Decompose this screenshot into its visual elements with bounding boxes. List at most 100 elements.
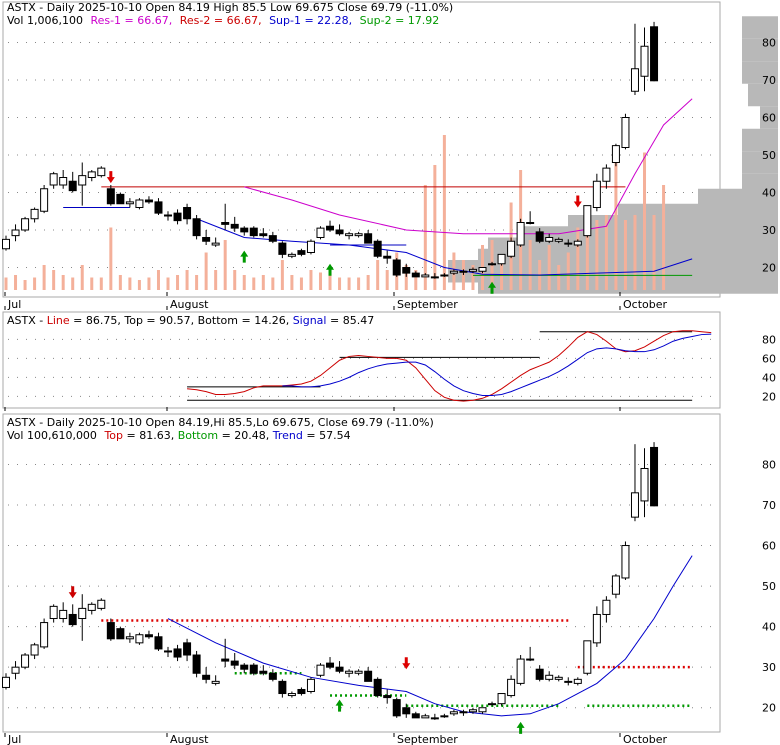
candle-body: [640, 45, 649, 77]
candle-body: [40, 622, 49, 648]
candle-body: [68, 180, 77, 192]
candle-body: [87, 603, 96, 611]
sell-arrow: [402, 657, 411, 670]
panel2-prefix: ASTX -: [7, 314, 47, 327]
candle-body: [478, 707, 487, 713]
candle-body: [650, 446, 659, 507]
candle-body: [211, 242, 220, 246]
candle-body: [430, 717, 439, 720]
candle-body: [392, 699, 401, 717]
volume-bar: [242, 275, 246, 290]
volume-bar: [471, 265, 475, 290]
volume-bar: [290, 275, 294, 290]
candle-body: [602, 599, 611, 615]
panel3-trend-value: = 57.54: [306, 429, 350, 442]
candle-body: [430, 276, 439, 279]
res-ma-line: [244, 98, 693, 235]
candle-body: [621, 545, 630, 579]
panel1-vol-label: Vol 1,006,100: [7, 14, 83, 27]
y-tick-label: 70: [762, 499, 776, 512]
buy-arrow: [240, 250, 249, 263]
panel1-y-axis: 20 30 40 50 60 70 80: [762, 37, 776, 275]
candle-body: [526, 658, 535, 661]
candle-body: [21, 654, 30, 668]
panel1-sup1-label: Sup-1 = 22.28,: [269, 14, 352, 27]
candle-body: [259, 670, 268, 674]
candle-body: [535, 231, 544, 242]
candle-body: [125, 636, 134, 640]
panel1-res2-label: Res-2 = 66.67,: [180, 14, 262, 27]
volume-bar: [652, 215, 656, 290]
candle-body: [40, 188, 49, 212]
candle-body: [287, 253, 296, 257]
volume-profile-bar: [742, 16, 778, 39]
candle-body: [554, 238, 563, 242]
candle-body: [411, 713, 420, 719]
candle-body: [11, 229, 20, 237]
volume-bar: [71, 277, 75, 290]
candle-body: [335, 666, 344, 672]
x-tick-label: September: [397, 733, 458, 745]
candle-body: [621, 117, 630, 148]
x-axis: Jul Jul August August September September Octo…: [4, 292, 667, 745]
panel2-y-axis: 20 40 60 80: [762, 333, 776, 403]
panel3-bottom-label: Bottom: [178, 429, 218, 442]
candle-body: [278, 242, 287, 255]
line-series: [187, 330, 712, 402]
volume-bar: [52, 270, 56, 290]
candle-body: [287, 693, 296, 697]
candle-body: [306, 678, 315, 693]
candle-body: [59, 177, 68, 186]
volume-bar: [166, 277, 170, 290]
candle-body: [592, 613, 601, 644]
panel3-arrows: [68, 586, 525, 734]
buy-arrow: [326, 263, 335, 276]
volume-bar: [366, 275, 370, 290]
volume-bar: [280, 260, 284, 290]
volume-bar: [14, 275, 18, 290]
panel2-bottom-label: Bottom = 14.26,: [198, 314, 290, 327]
volume-bar: [623, 220, 627, 290]
candle-body: [326, 225, 335, 231]
candle-body: [221, 658, 230, 662]
y-tick-label: 60: [762, 352, 776, 365]
candle-body: [373, 240, 382, 257]
y-tick-label: 20: [762, 262, 776, 275]
candle-body: [30, 208, 39, 220]
candle-body: [516, 658, 525, 684]
candle-body: [230, 660, 239, 666]
volume-bar: [442, 135, 446, 290]
volume-bar: [338, 277, 342, 290]
candle-body: [564, 242, 573, 245]
candle-body: [449, 270, 458, 274]
candle-body: [583, 640, 592, 674]
candle-body: [468, 268, 477, 272]
candle-body: [392, 259, 401, 276]
candle-body: [468, 709, 477, 713]
volume-bar: [566, 252, 570, 290]
panel3-bottom-value: = 20.48,: [222, 429, 270, 442]
candle-body: [507, 678, 516, 697]
candle-body: [526, 222, 535, 224]
panel2-signal-value: = 85.47: [330, 314, 374, 327]
volume-bar: [299, 277, 303, 290]
candle-body: [421, 715, 430, 719]
candle-body: [78, 175, 87, 186]
volume-bar: [61, 275, 65, 290]
candle-body: [535, 668, 544, 680]
panel2-frame: [2, 311, 721, 409]
candle-body: [630, 68, 639, 92]
panel3-header: ASTX - Daily 2025-10-10 Open 84.19,Hi 85…: [7, 416, 434, 429]
candle-body: [173, 212, 182, 222]
candle-body: [354, 670, 363, 674]
volume-bar: [614, 152, 618, 290]
candle-body: [297, 688, 306, 695]
candle-body: [345, 233, 354, 237]
candle-body: [364, 670, 373, 682]
candle-body: [478, 267, 487, 272]
candle-body: [49, 173, 58, 186]
volume-bar: [528, 240, 532, 290]
panel1-candles: [2, 21, 659, 279]
candle-body: [611, 145, 620, 163]
